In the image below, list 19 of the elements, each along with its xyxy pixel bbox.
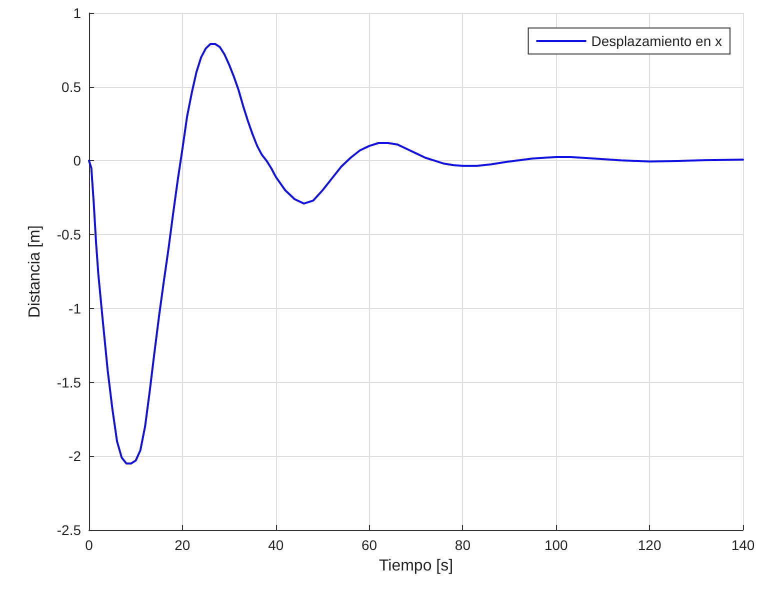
x-tick-label: 40 (268, 537, 284, 553)
x-axis-title: Tiempo [s] (378, 558, 454, 574)
x-tick-label: 60 (361, 537, 378, 553)
y-tick-label: -1.5 (56, 374, 82, 390)
y-tick-label: -0.5 (56, 226, 82, 243)
y-tick-label: 1 (73, 5, 82, 21)
x-tick-label: 140 (731, 537, 755, 553)
y-tick-label: 0 (73, 152, 82, 169)
y-tick-label: -2.5 (56, 522, 82, 538)
y-tick-label: -1 (68, 300, 82, 316)
x-tick-label: 120 (638, 537, 662, 553)
x-tick-label: 0 (85, 537, 94, 553)
x-tick-label: 100 (544, 537, 568, 553)
x-tick-label: 80 (454, 537, 471, 553)
y-axis-title: Distancia [m] (26, 225, 44, 318)
y-tick-label: 0.5 (62, 78, 82, 95)
legend-label: Desplazamiento en x (591, 33, 722, 49)
y-tick-label: -2 (68, 448, 82, 464)
x-tick-label: 20 (174, 537, 190, 553)
